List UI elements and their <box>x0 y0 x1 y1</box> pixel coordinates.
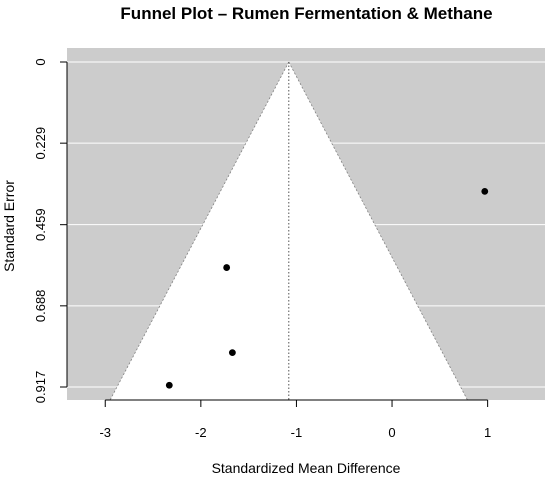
y-tick-label: 0 <box>33 58 48 65</box>
data-point <box>223 264 231 271</box>
x-tick-label: -1 <box>291 425 303 440</box>
x-tick-label: 0 <box>388 425 395 440</box>
y-tick-label: 0.917 <box>33 371 48 404</box>
funnel-right-edge <box>288 61 468 400</box>
y-tick-label: 0.229 <box>33 127 48 160</box>
chart-title: Funnel Plot – Rumen Fermentation & Metha… <box>120 4 493 23</box>
y-axis-label: Standard Error <box>1 180 17 272</box>
x-tick-label: -3 <box>99 425 111 440</box>
data-point <box>481 187 489 195</box>
data-point <box>165 381 173 389</box>
funnel-left-edge <box>109 61 290 400</box>
y-tick-label: 0.459 <box>33 208 48 241</box>
x-tick-label: -2 <box>195 425 207 440</box>
data-point <box>228 349 236 357</box>
y-tick-label: 0.688 <box>33 290 48 323</box>
x-axis-label: Standardized Mean Difference <box>212 460 401 476</box>
x-tick-label: 1 <box>484 425 491 440</box>
